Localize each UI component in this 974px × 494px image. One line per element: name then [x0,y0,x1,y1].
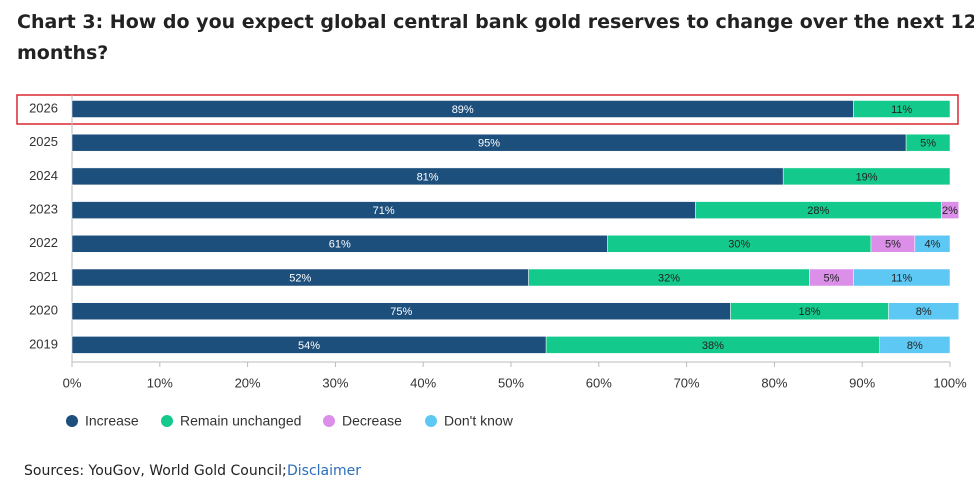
data-label: 8% [916,306,932,318]
chart-title: Chart 3: How do you expect global centra… [17,11,974,64]
data-label: 2% [942,205,958,217]
data-label: 95% [478,138,500,150]
bar-segment [888,302,960,320]
x-tick-label: 70% [674,375,700,390]
data-label: 5% [920,138,936,150]
data-label: 81% [417,171,439,183]
x-tick-label: 30% [322,375,348,390]
y-tick-label: 2021 [29,269,58,284]
x-tick-label: 0% [63,375,82,390]
y-tick-label: 2019 [29,336,58,351]
legend-label: Increase [85,413,139,429]
source-text: Sources: YouGov, World Gold Council; [24,463,287,479]
y-tick-label: 2025 [29,134,58,149]
data-label: 75% [390,306,412,318]
data-label: 32% [658,272,680,284]
data-label: 19% [856,171,878,183]
legend-label: Don't know [444,413,514,429]
y-tick-label: 2024 [29,168,58,183]
bar-segment [782,167,951,186]
x-tick-label: 10% [147,375,173,390]
data-label: 89% [452,104,474,116]
data-label: 18% [799,306,821,318]
legend-marker [323,415,335,427]
data-label: 11% [891,272,912,284]
y-tick-label: 2023 [29,202,58,217]
bar-segment [853,100,951,118]
x-tick-label: 20% [235,375,261,390]
data-label: 4% [924,239,940,251]
data-label: 5% [885,239,901,251]
data-label: 71% [373,205,395,217]
disclaimer-link[interactable]: Disclaimer [287,463,361,479]
x-tick-label: 90% [849,375,875,390]
data-label: 8% [907,340,923,352]
x-tick-label: 60% [586,375,612,390]
x-tick-label: 100% [933,375,967,390]
x-tick-label: 50% [498,375,524,390]
bar-segment [914,235,951,253]
data-label: 61% [329,239,351,251]
y-tick-label: 2020 [29,303,58,318]
data-label: 52% [289,272,311,284]
legend-marker [161,415,173,427]
data-label: 38% [702,340,724,352]
x-tick-label: 40% [410,375,436,390]
y-tick-label: 2026 [29,100,58,115]
y-tick-label: 2022 [29,235,58,250]
bar-segment [879,336,951,354]
data-label: 54% [298,340,320,352]
legend-marker [66,415,78,427]
bar-segment [940,201,960,219]
legend-label: Decrease [342,413,402,429]
bar-segment [853,268,951,287]
data-label: 11% [891,104,912,116]
data-label: 5% [824,272,840,284]
legend-marker [425,415,437,427]
data-label: 30% [728,239,750,251]
bar-segment [905,133,951,152]
legend-label: Remain unchanged [180,413,301,429]
data-label: 28% [807,205,829,217]
x-tick-label: 80% [761,375,787,390]
highlight-box [16,94,959,125]
